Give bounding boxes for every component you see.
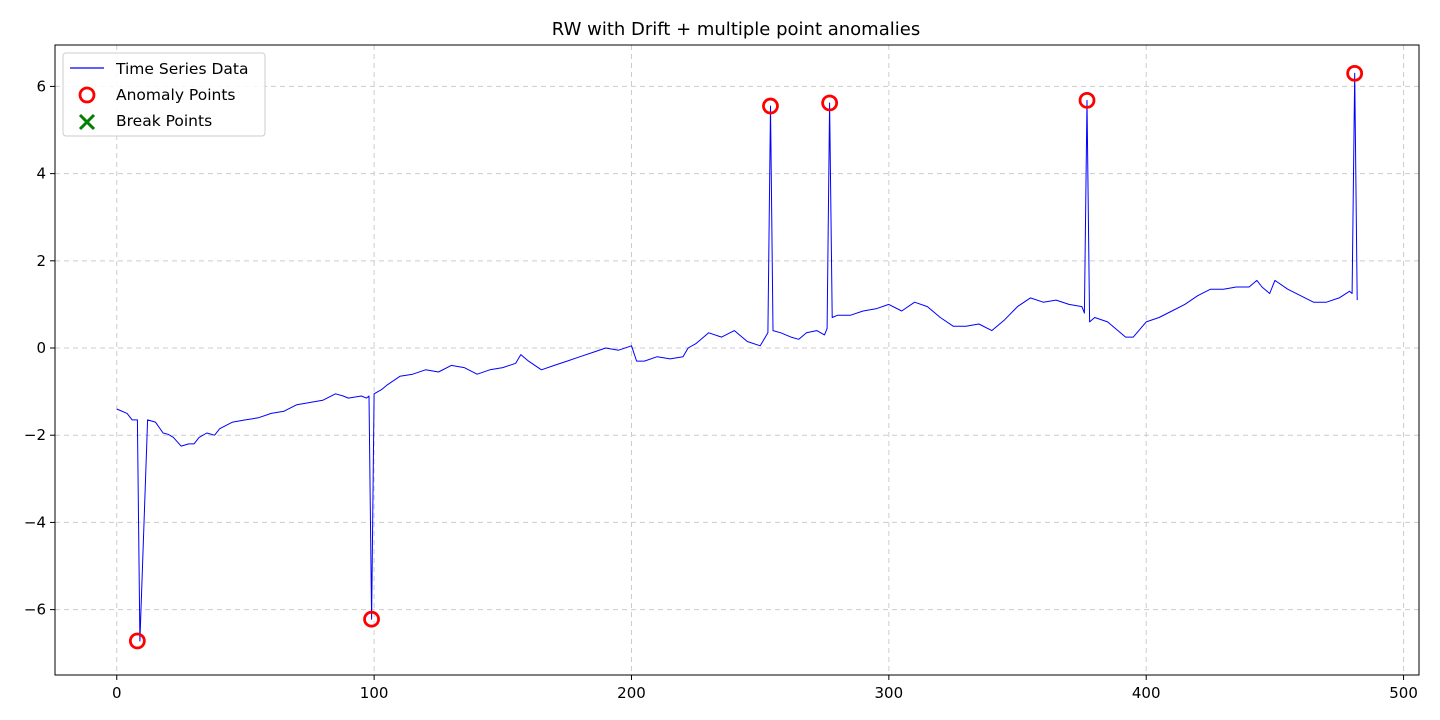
y-tick-label: −6 bbox=[24, 601, 46, 619]
x-tick-label: 300 bbox=[875, 684, 904, 702]
series-layer bbox=[116, 72, 1358, 642]
legend-label-anomaly: Anomaly Points bbox=[116, 86, 235, 104]
y-tick-label: 0 bbox=[36, 339, 46, 357]
plot-frame bbox=[54, 44, 1420, 676]
x-tick-label: 100 bbox=[360, 684, 389, 702]
anomaly-point bbox=[1346, 64, 1364, 82]
anomaly-layer bbox=[128, 64, 1364, 650]
series-line-time-series-data bbox=[116, 72, 1358, 642]
y-tick-label: −4 bbox=[24, 513, 46, 531]
x-tick-label: 0 bbox=[112, 684, 122, 702]
axes: 0 100 200 300 400 500 −6 −4 −2 0 2 4 6 bbox=[24, 77, 1418, 702]
y-tick-label: 4 bbox=[36, 165, 46, 183]
chart-title: RW with Drift + multiple point anomalies bbox=[552, 19, 920, 40]
anomaly-point bbox=[762, 97, 779, 115]
y-tick-label: 2 bbox=[36, 252, 46, 270]
anomaly-point bbox=[128, 632, 146, 650]
legend: Time Series Data Anomaly Points Break Po… bbox=[62, 52, 266, 137]
legend-box bbox=[62, 52, 266, 137]
anomaly-point bbox=[1078, 91, 1096, 109]
x-tick-label: 500 bbox=[1389, 684, 1418, 702]
plot-area bbox=[55, 45, 1419, 675]
legend-anomaly-marker-icon bbox=[78, 86, 96, 104]
x-tick-label: 400 bbox=[1132, 684, 1161, 702]
anomaly-point bbox=[363, 610, 380, 628]
legend-break-marker-icon bbox=[78, 113, 96, 131]
x-tick-label: 200 bbox=[617, 684, 646, 702]
legend-label-break: Break Points bbox=[116, 112, 212, 130]
anomaly-point bbox=[821, 94, 839, 112]
y-tick-label: 6 bbox=[36, 77, 46, 95]
grid bbox=[55, 45, 1419, 675]
y-tick-label: −2 bbox=[24, 426, 46, 444]
legend-label-series: Time Series Data bbox=[115, 60, 248, 78]
